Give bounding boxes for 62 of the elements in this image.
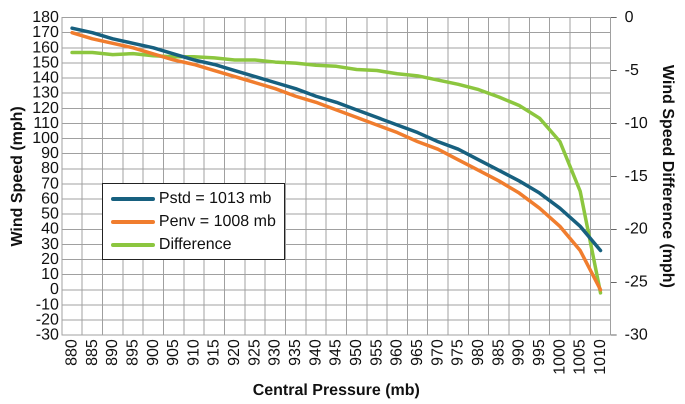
x-tick-label: 980 <box>470 339 487 366</box>
y-axis-title: Wind Speed (mph) <box>9 106 26 247</box>
y-tick-label: 170 <box>32 24 59 42</box>
y-tick-label: 120 <box>32 100 59 117</box>
y-tick-label: -30 <box>36 326 59 344</box>
y-tick-label: 160 <box>32 39 59 56</box>
y2-axis-title: Wind Speed Difference (mph) <box>658 64 676 288</box>
x-tick-label: 880 <box>63 339 80 366</box>
y-tick-label: 140 <box>32 70 59 87</box>
x-tick-label: 905 <box>165 339 182 366</box>
y2-tick-label: -5 <box>624 62 640 79</box>
y-tick-label: 60 <box>41 190 59 208</box>
x-tick-label: 935 <box>287 339 304 366</box>
x-tick-label: 970 <box>429 339 446 366</box>
x-tick-label: 995 <box>530 339 548 366</box>
y-tick-label: 80 <box>41 160 59 178</box>
y-tick-label: -20 <box>36 311 59 328</box>
x-tick-label: 965 <box>408 339 426 366</box>
x-axis-title: Central Pressure (mb) <box>252 382 420 399</box>
x-tick-label: 945 <box>328 339 345 366</box>
x-tick-label: 1000 <box>551 339 568 375</box>
x-tick-label: 910 <box>185 339 202 366</box>
x-tick-label: 895 <box>124 339 142 366</box>
x-tick-label: 900 <box>144 339 162 366</box>
x-tick-label: 960 <box>388 339 406 366</box>
x-tick-label: 975 <box>450 339 467 366</box>
x-tick-label: 1010 <box>592 339 609 375</box>
legend-label: Pstd = 1013 mb <box>158 190 272 208</box>
y2-tick-label: 0 <box>624 9 634 26</box>
x-tick-label: 920 <box>226 339 244 366</box>
x-tick-label: 915 <box>206 339 223 366</box>
y-tick-label: 100 <box>32 130 59 147</box>
x-tick-label: 930 <box>266 339 284 366</box>
y-tick-label: -10 <box>36 296 59 314</box>
x-tick-label: 985 <box>490 339 508 366</box>
x-tick-label: 950 <box>348 339 366 366</box>
y-tick-label: 70 <box>41 175 59 192</box>
y-tick-label: 90 <box>41 145 59 162</box>
y-tick-label: 30 <box>41 236 59 253</box>
y-tick-label: 0 <box>50 281 59 298</box>
x-tick-label: 885 <box>84 339 101 366</box>
x-tick-label: 925 <box>246 339 264 366</box>
y2-tick-label: -20 <box>624 220 648 238</box>
y-tick-label: 20 <box>41 250 59 268</box>
y2-tick-label: -25 <box>624 274 648 291</box>
y2-tick-label: -10 <box>624 114 648 132</box>
x-tick-label: 990 <box>510 339 528 366</box>
legend-label: Penv = 1008 mb <box>158 212 276 231</box>
x-tick-label: 890 <box>104 339 122 366</box>
y-tick-label: 130 <box>32 84 59 102</box>
x-tick-label: 940 <box>307 339 324 366</box>
y-tick-label: 40 <box>41 220 59 238</box>
x-tick-label: 955 <box>368 339 386 366</box>
y2-tick-label: -15 <box>624 168 648 185</box>
y2-tick-label: -30 <box>624 326 648 344</box>
y-tick-label: 150 <box>32 54 59 72</box>
y-tick-label: 10 <box>41 266 59 284</box>
legend-label: Difference <box>158 236 232 254</box>
x-tick-label: 1005 <box>572 339 589 375</box>
y-tick-label: 110 <box>33 114 59 132</box>
y-tick-label: 50 <box>41 206 59 223</box>
y-tick-label: 180 <box>32 9 59 26</box>
